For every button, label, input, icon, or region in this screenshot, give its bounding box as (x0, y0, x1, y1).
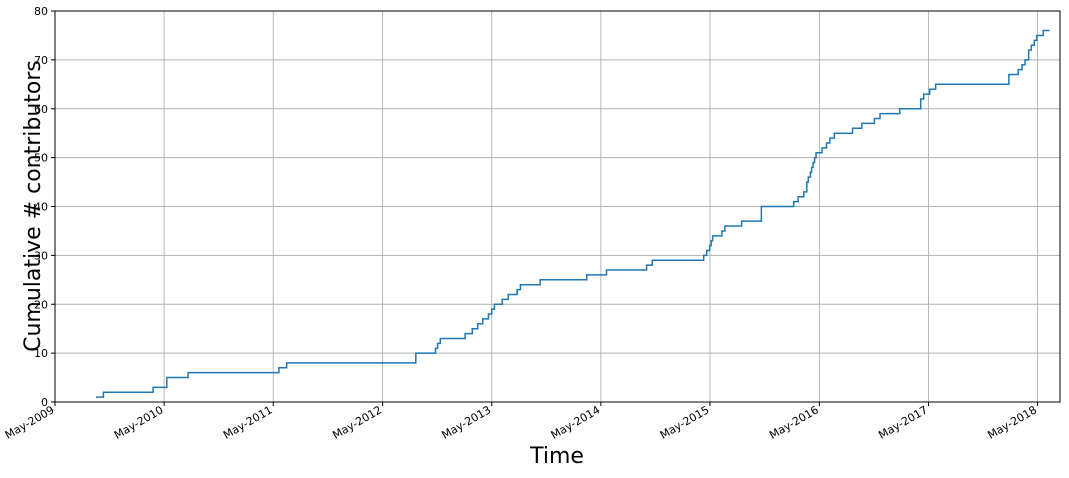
x-tick-label: May-2018 (985, 403, 1039, 442)
y-tick-label: 40 (34, 201, 48, 214)
y-axis-label: Cumulative # contributors (21, 60, 46, 352)
y-axis-ticks: 0 10 20 30 40 50 60 70 80 (34, 5, 55, 409)
x-tick-label: May-2010 (112, 403, 166, 442)
x-tick-label: May-2012 (330, 403, 384, 442)
y-tick-label: 50 (34, 152, 48, 165)
y-tick-label: 10 (34, 347, 48, 360)
y-tick-label: 20 (34, 298, 48, 311)
y-tick-label: 0 (41, 396, 48, 409)
x-axis-label: Time (529, 444, 584, 469)
x-tick-label: May-2014 (549, 403, 603, 442)
y-tick-label: 60 (34, 103, 48, 116)
x-tick-label: May-2015 (658, 403, 712, 442)
x-axis-ticks: May-2009 May-2010 May-2011 May-2012 May-2013… (3, 402, 1039, 442)
x-tick-label: May-2016 (767, 403, 821, 442)
x-tick-label: May-2011 (221, 403, 275, 442)
x-tick-label: May-2017 (876, 403, 930, 442)
series-line-0 (95, 29, 1050, 398)
series-layer (95, 29, 1050, 398)
x-tick-label: May-2013 (440, 403, 494, 442)
y-tick-label: 30 (34, 249, 48, 262)
x-tick-label: May-2009 (3, 403, 57, 442)
y-tick-label: 70 (34, 54, 48, 67)
y-tick-label: 80 (34, 5, 48, 18)
